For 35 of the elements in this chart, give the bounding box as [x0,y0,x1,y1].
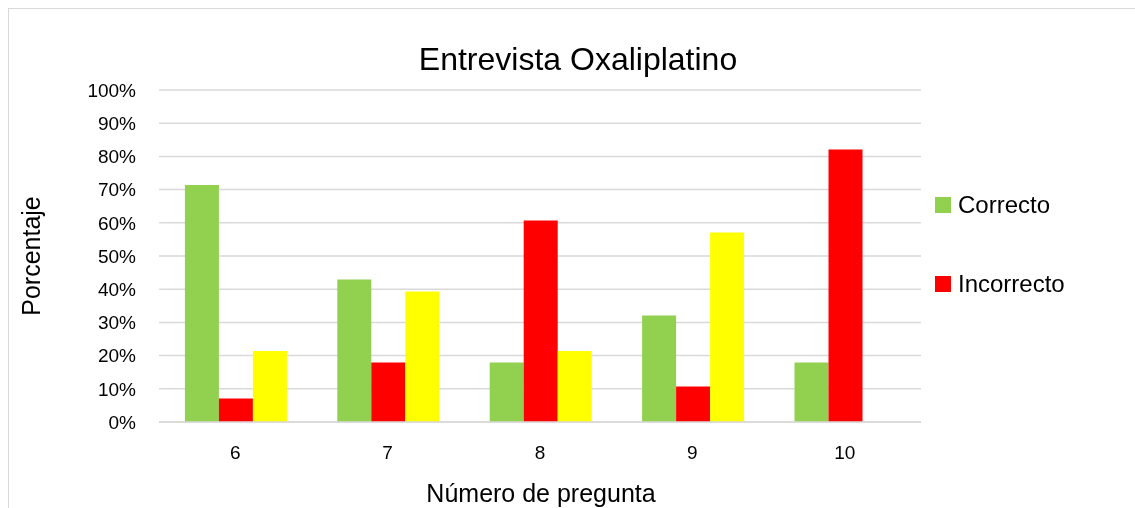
bar [523,220,558,422]
y-tick-label: 10% [97,378,137,400]
bar [405,291,440,422]
y-tick-label: 100% [87,79,137,101]
bar [828,149,863,422]
y-tick-label: 80% [97,146,137,168]
x-tick-label: 9 [687,442,698,464]
x-axis-title: Número de pregunta [426,478,656,508]
y-tick-label: 40% [97,278,137,300]
chart-title: Entrevista Oxaliplatino [417,40,739,79]
bar [676,386,711,422]
y-axis-title: Porcentaje [16,196,46,316]
legend-label: Correcto [958,190,1051,220]
x-tick-label: 10 [834,442,856,464]
y-tick-label: 90% [97,112,137,134]
y-tick-label: 60% [97,212,137,234]
bar [489,362,524,422]
x-tick-label: 7 [382,442,393,464]
bar [710,232,745,422]
bar [337,279,372,422]
y-tick-label: 50% [97,245,137,267]
y-tick-label: 70% [97,179,137,201]
bar [184,184,219,422]
x-tick-label: 8 [534,442,546,464]
bar [642,315,677,422]
legend-label: Incorrecto [958,269,1065,299]
y-tick-label: 0% [108,411,137,433]
bar [218,398,253,422]
bar [252,350,287,422]
bar [557,350,592,422]
y-tick-label: 20% [97,345,137,367]
y-tick-label: 30% [97,312,137,334]
x-tick-label: 6 [229,442,241,464]
bar [371,362,406,422]
bar [794,362,829,422]
